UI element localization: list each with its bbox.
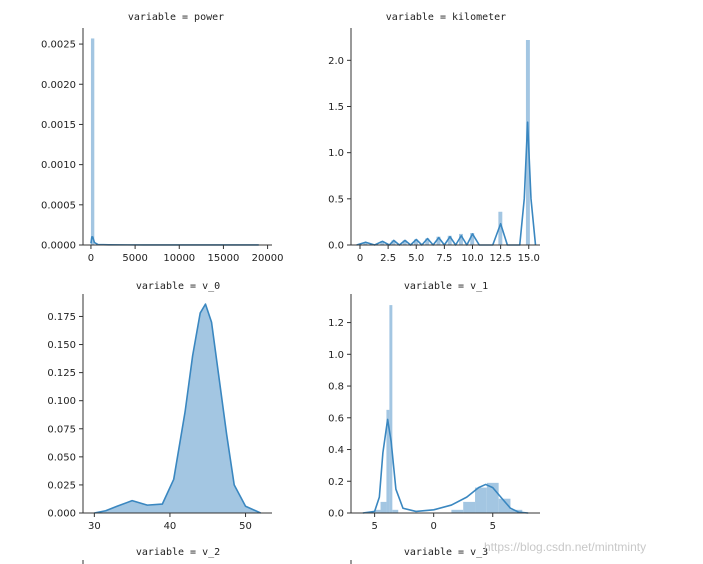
kde-line [90,236,259,246]
x-tick-label: 0 [431,521,437,532]
y-tick-label: 0.075 [47,424,76,435]
y-tick-label: 0.0 [328,241,344,252]
histogram-bar [475,487,487,513]
histogram-bar [463,501,476,513]
kde-area [94,304,261,513]
histogram-bar [380,241,385,245]
y-tick-label: 1.2 [328,318,344,329]
panel-power: variable = power 0.0000 0.0005 0.0010 0.001… [41,12,283,264]
kde-line [94,303,261,514]
x-tick-label: 0 [88,253,94,264]
y-tick-label: 0.0015 [41,120,76,131]
y-tick-label: 0.4 [328,445,344,456]
kde-line [356,121,537,246]
y-tick-label: 0.0020 [41,80,76,91]
panel-title-v2: variable = v_2 [136,547,220,558]
y-tick-label: 0.6 [328,413,344,424]
histogram-bar [459,233,463,245]
x-tick-label: 15000 [208,253,240,264]
y-tick-label: 0.0 [328,509,344,520]
y-tick-label: 0.0010 [41,160,76,171]
y-tick-label: 0.000 [47,509,76,520]
panel-kilometer: variable = kilometer 0.0 0.5 1.0 1.5 2.0 0 2.5… [328,12,540,264]
x-tick-label: 0 [357,253,363,264]
panel-title: variable = kilometer [386,12,506,23]
histogram-bar [380,501,387,513]
y-tick-label: 0.025 [47,480,76,491]
histogram-bar [363,243,368,245]
x-tick-label: 50 [239,521,252,532]
watermark: https://blog.csdn.net/mintminty [484,540,646,554]
x-tick-label: 20000 [252,253,284,264]
x-tick-label: 5 [490,521,496,532]
y-tick-label: 0.150 [47,340,76,351]
panel-title: variable = v_1 [404,281,488,292]
histogram-bar [389,305,393,513]
histogram-bar [391,240,396,245]
histogram-bar [90,38,95,245]
y-tick-label: 0.0005 [41,200,76,211]
panel-title: variable = power [128,12,224,23]
y-tick-label: 1.0 [328,350,344,361]
y-tick-label: 0.5 [328,194,344,205]
panel-title: variable = v_0 [136,281,220,292]
y-tick-label: 0.050 [47,452,76,463]
x-tick-label: 5 [371,521,377,532]
x-tick-label: 12.5 [489,253,511,264]
x-tick-label: 5.0 [408,253,424,264]
histogram-bar [414,239,418,245]
histogram-bar [436,236,441,245]
histogram-bar [470,232,475,245]
histogram-bar [374,509,381,513]
panel-v0: variable = v_0 0.000 0.025 0.050 0.075 0.100… [47,281,272,532]
histogram-bar [386,409,390,513]
histogram-bar [498,498,511,513]
y-tick-label: 1.0 [328,148,344,159]
y-tick-label: 0.100 [47,396,76,407]
y-tick-label: 0.2 [328,477,344,488]
histogram-bar [425,238,430,245]
x-tick-label: 5000 [122,253,147,264]
y-tick-label: 1.5 [328,102,344,113]
histogram-bar [451,509,464,513]
histogram-bar [498,211,503,245]
kde-line [362,418,529,514]
x-tick-label: 40 [164,521,177,532]
x-tick-label: 10.0 [461,253,483,264]
x-tick-label: 15.0 [518,253,540,264]
histogram-bar [392,509,399,513]
x-tick-label: 10000 [163,253,195,264]
histogram-bar [402,240,407,245]
y-tick-label: 0.125 [47,368,76,379]
y-tick-label: 0.8 [328,382,344,393]
panel-v1: variable = v_1 0.0 0.2 0.4 0.6 0.8 1.0 1.2 5 0 5 [328,281,540,532]
y-tick-label: 0.175 [47,312,76,323]
y-tick-label: 2.0 [328,56,344,67]
histogram-bar [486,482,499,513]
x-tick-label: 7.5 [436,253,452,264]
panel-title-v3: variable = v_3 [404,547,488,558]
y-tick-label: 0.0000 [41,241,76,252]
y-tick-label: 0.0025 [41,40,76,51]
x-tick-label: 2.5 [380,253,396,264]
x-tick-label: 30 [88,521,101,532]
histogram-bar [447,235,452,245]
